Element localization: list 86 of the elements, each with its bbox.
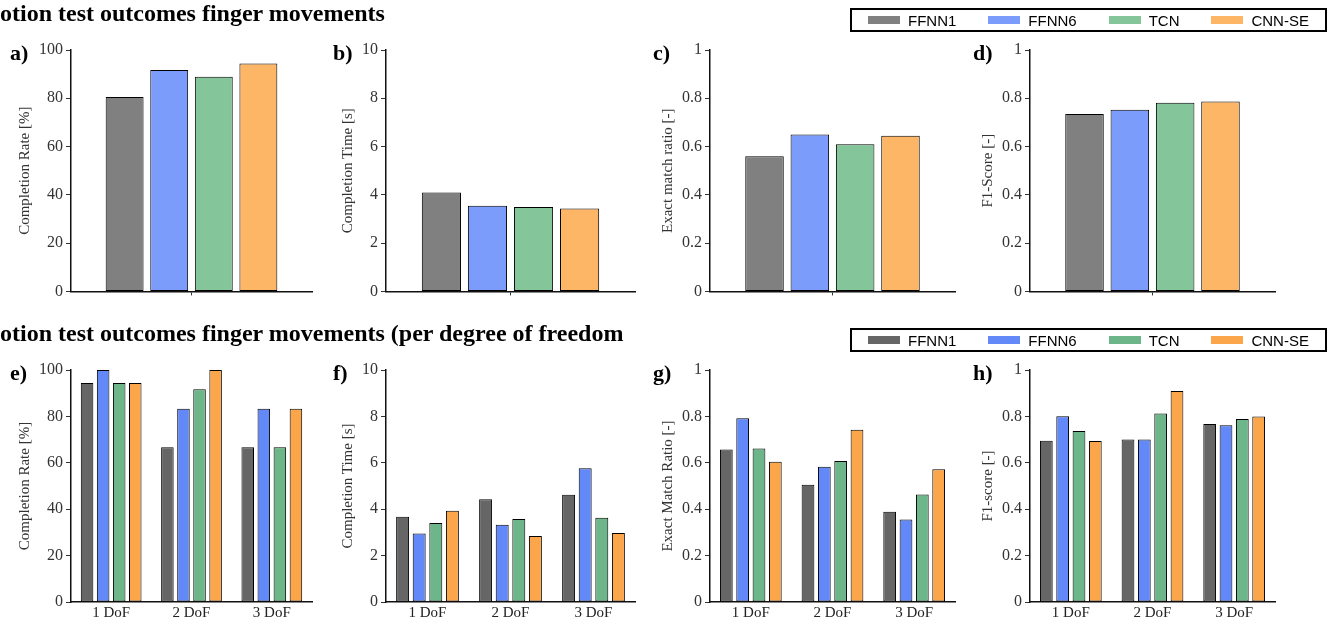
x-tick-label: 2 DoF	[813, 603, 852, 620]
y-tick-label: 100	[39, 360, 63, 378]
y-tick-label: 6	[370, 453, 378, 470]
y-tick-label: 8	[370, 88, 378, 106]
y-tick-label: 40	[47, 185, 63, 203]
y-axis-title: Exact Match Ratio [-]	[658, 420, 675, 552]
y-tick-label: 0.2	[682, 545, 702, 563]
y-tick-label: 0	[694, 592, 702, 610]
y-tick-label: 0	[694, 281, 702, 299]
y-tick-label: 60	[47, 453, 63, 470]
text: d)	[973, 40, 993, 66]
y-tick-label: 2	[370, 233, 378, 251]
y-tick-label: 2	[370, 545, 378, 563]
y-tick-label: 0.6	[1002, 136, 1022, 154]
legend-label: FFNN6	[1028, 11, 1077, 29]
text: g)	[653, 360, 672, 386]
text: a)	[10, 40, 29, 66]
y-tick-label: 0.2	[1002, 545, 1022, 563]
legend-label: CNN-SE	[1251, 11, 1309, 29]
y-tick-label: 1	[694, 360, 702, 378]
y-tick-label: 60	[47, 136, 63, 154]
y-tick-label: 1	[1014, 360, 1022, 378]
y-tick-label: 10	[362, 360, 378, 378]
y-tick-label: 0.6	[682, 136, 702, 154]
legend-label: FFNN1	[907, 11, 957, 29]
y-tick-label: 4	[370, 499, 378, 517]
x-tick-label: 2 DoF	[1133, 603, 1172, 620]
y-tick-label: 6	[370, 136, 378, 154]
y-tick-label: 0.8	[682, 88, 702, 106]
x-tick-label: 3 DoF	[895, 603, 934, 620]
text: e)	[10, 360, 28, 386]
x-tick-label: 3 DoF	[252, 603, 291, 620]
legend-label: TCN	[1148, 11, 1180, 29]
y-tick-label: 0	[1014, 592, 1022, 610]
y-tick-label: 0.2	[682, 233, 702, 251]
y-tick-label: 4	[370, 185, 378, 203]
legend-label: FFNN6	[1028, 331, 1077, 349]
y-axis-title: Completion Time [s]	[338, 423, 355, 549]
y-tick-label: 80	[47, 406, 63, 424]
y-tick-label: 0	[55, 281, 63, 299]
y-tick-label: 8	[370, 406, 378, 424]
y-tick-label: 0	[55, 592, 63, 610]
y-tick-label: 100	[39, 40, 63, 58]
x-tick-label: 1 DoF	[92, 603, 131, 620]
text: c)	[653, 40, 671, 66]
y-tick-label: 0.8	[1002, 406, 1022, 424]
x-tick-label: 3 DoF	[574, 603, 613, 620]
y-tick-label: 1	[694, 40, 702, 58]
chart-title: otion test outcomes finger movements	[0, 0, 385, 27]
y-tick-label: 40	[47, 499, 63, 517]
y-axis-title: Completion Rate [%]	[15, 421, 32, 551]
y-axis-title: F1-score [-]	[978, 450, 995, 522]
y-axis-title: F1-Score [-]	[978, 133, 995, 208]
y-tick-label: 0	[1014, 281, 1022, 299]
y-tick-label: 0.4	[1002, 499, 1022, 517]
y-tick-label: 0.8	[1002, 88, 1022, 106]
y-tick-label: 0.4	[1002, 185, 1022, 203]
text: f)	[333, 360, 348, 386]
y-tick-label: 0	[370, 592, 378, 610]
x-tick-label: 1 DoF	[408, 603, 447, 620]
x-tick-label: 2 DoF	[172, 603, 211, 620]
y-tick-label: 20	[47, 233, 63, 251]
y-tick-label: 0.6	[1002, 453, 1022, 470]
legend-label: FFNN1	[907, 331, 957, 349]
y-tick-label: 0.4	[682, 185, 702, 203]
y-tick-label: 80	[47, 88, 63, 106]
y-axis-title: Completion Rate [%]	[15, 106, 32, 235]
y-axis-title: Exact match ratio [-]	[658, 108, 675, 233]
legend-label: TCN	[1148, 331, 1180, 349]
text: h)	[973, 360, 993, 386]
y-tick-label: 0.2	[1002, 233, 1022, 251]
text: b)	[333, 40, 353, 66]
y-tick-label: 1	[1014, 40, 1022, 58]
x-tick-label: 1 DoF	[731, 603, 770, 620]
y-tick-label: 0.4	[682, 499, 702, 517]
y-tick-label: 0.8	[682, 406, 702, 424]
x-tick-label: 3 DoF	[1215, 603, 1254, 620]
y-axis-title: Completion Time [s]	[338, 108, 355, 234]
y-tick-label: 0.6	[682, 453, 702, 470]
y-tick-label: 10	[362, 40, 378, 58]
x-tick-label: 1 DoF	[1051, 603, 1090, 620]
x-tick-label: 2 DoF	[491, 603, 530, 620]
legend-label: CNN-SE	[1251, 331, 1309, 349]
chart-title: otion test outcomes finger movements (per degree of freedom	[0, 320, 624, 347]
y-tick-label: 20	[47, 545, 63, 563]
y-tick-label: 0	[370, 281, 378, 299]
